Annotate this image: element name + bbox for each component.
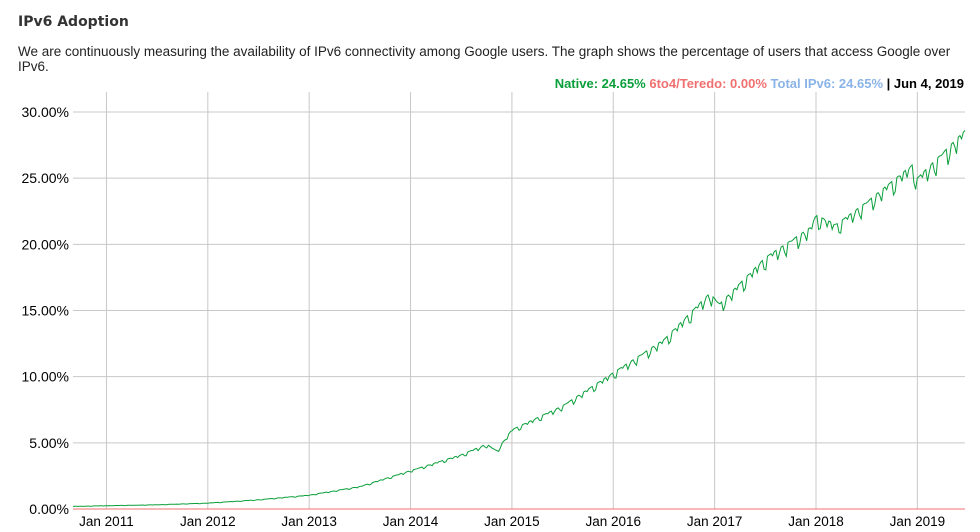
x-tick-label: Jan 2013 <box>281 514 337 529</box>
x-tick-label: Jan 2014 <box>383 514 439 529</box>
y-tick-label: 20.00% <box>22 236 69 252</box>
x-tick-label: Jan 2018 <box>788 514 844 529</box>
legend-teredo: 6to4/Teredo: 0.00% <box>649 76 767 91</box>
y-tick-label: 10.00% <box>22 369 69 385</box>
x-tick-label: Jan 2019 <box>890 514 946 529</box>
y-tick-label: 0.00% <box>29 501 69 517</box>
x-tick-label: Jan 2011 <box>79 514 134 529</box>
x-tick-label: Jan 2015 <box>484 514 540 529</box>
legend-native: Native: 24.65% <box>554 76 646 91</box>
y-tick-label: 5.00% <box>29 435 69 451</box>
x-tick-label: Jan 2012 <box>180 514 236 529</box>
y-tick-label: 15.00% <box>22 303 69 319</box>
description: We are continuously measuring the availa… <box>18 44 951 74</box>
x-tick-label: Jan 2016 <box>585 514 641 529</box>
page-title: IPv6 Adoption <box>18 14 129 30</box>
legend: Native: 24.65% 6to4/Teredo: 0.00% Total … <box>555 76 964 91</box>
native-series-line <box>72 130 966 507</box>
x-tick-label: Jan 2017 <box>687 514 743 529</box>
legend-date: | Jun 4, 2019 <box>886 76 964 91</box>
y-tick-label: 25.00% <box>22 170 69 186</box>
legend-total: Total IPv6: 24.65% <box>770 76 884 91</box>
y-tick-label: 30.00% <box>22 104 69 120</box>
